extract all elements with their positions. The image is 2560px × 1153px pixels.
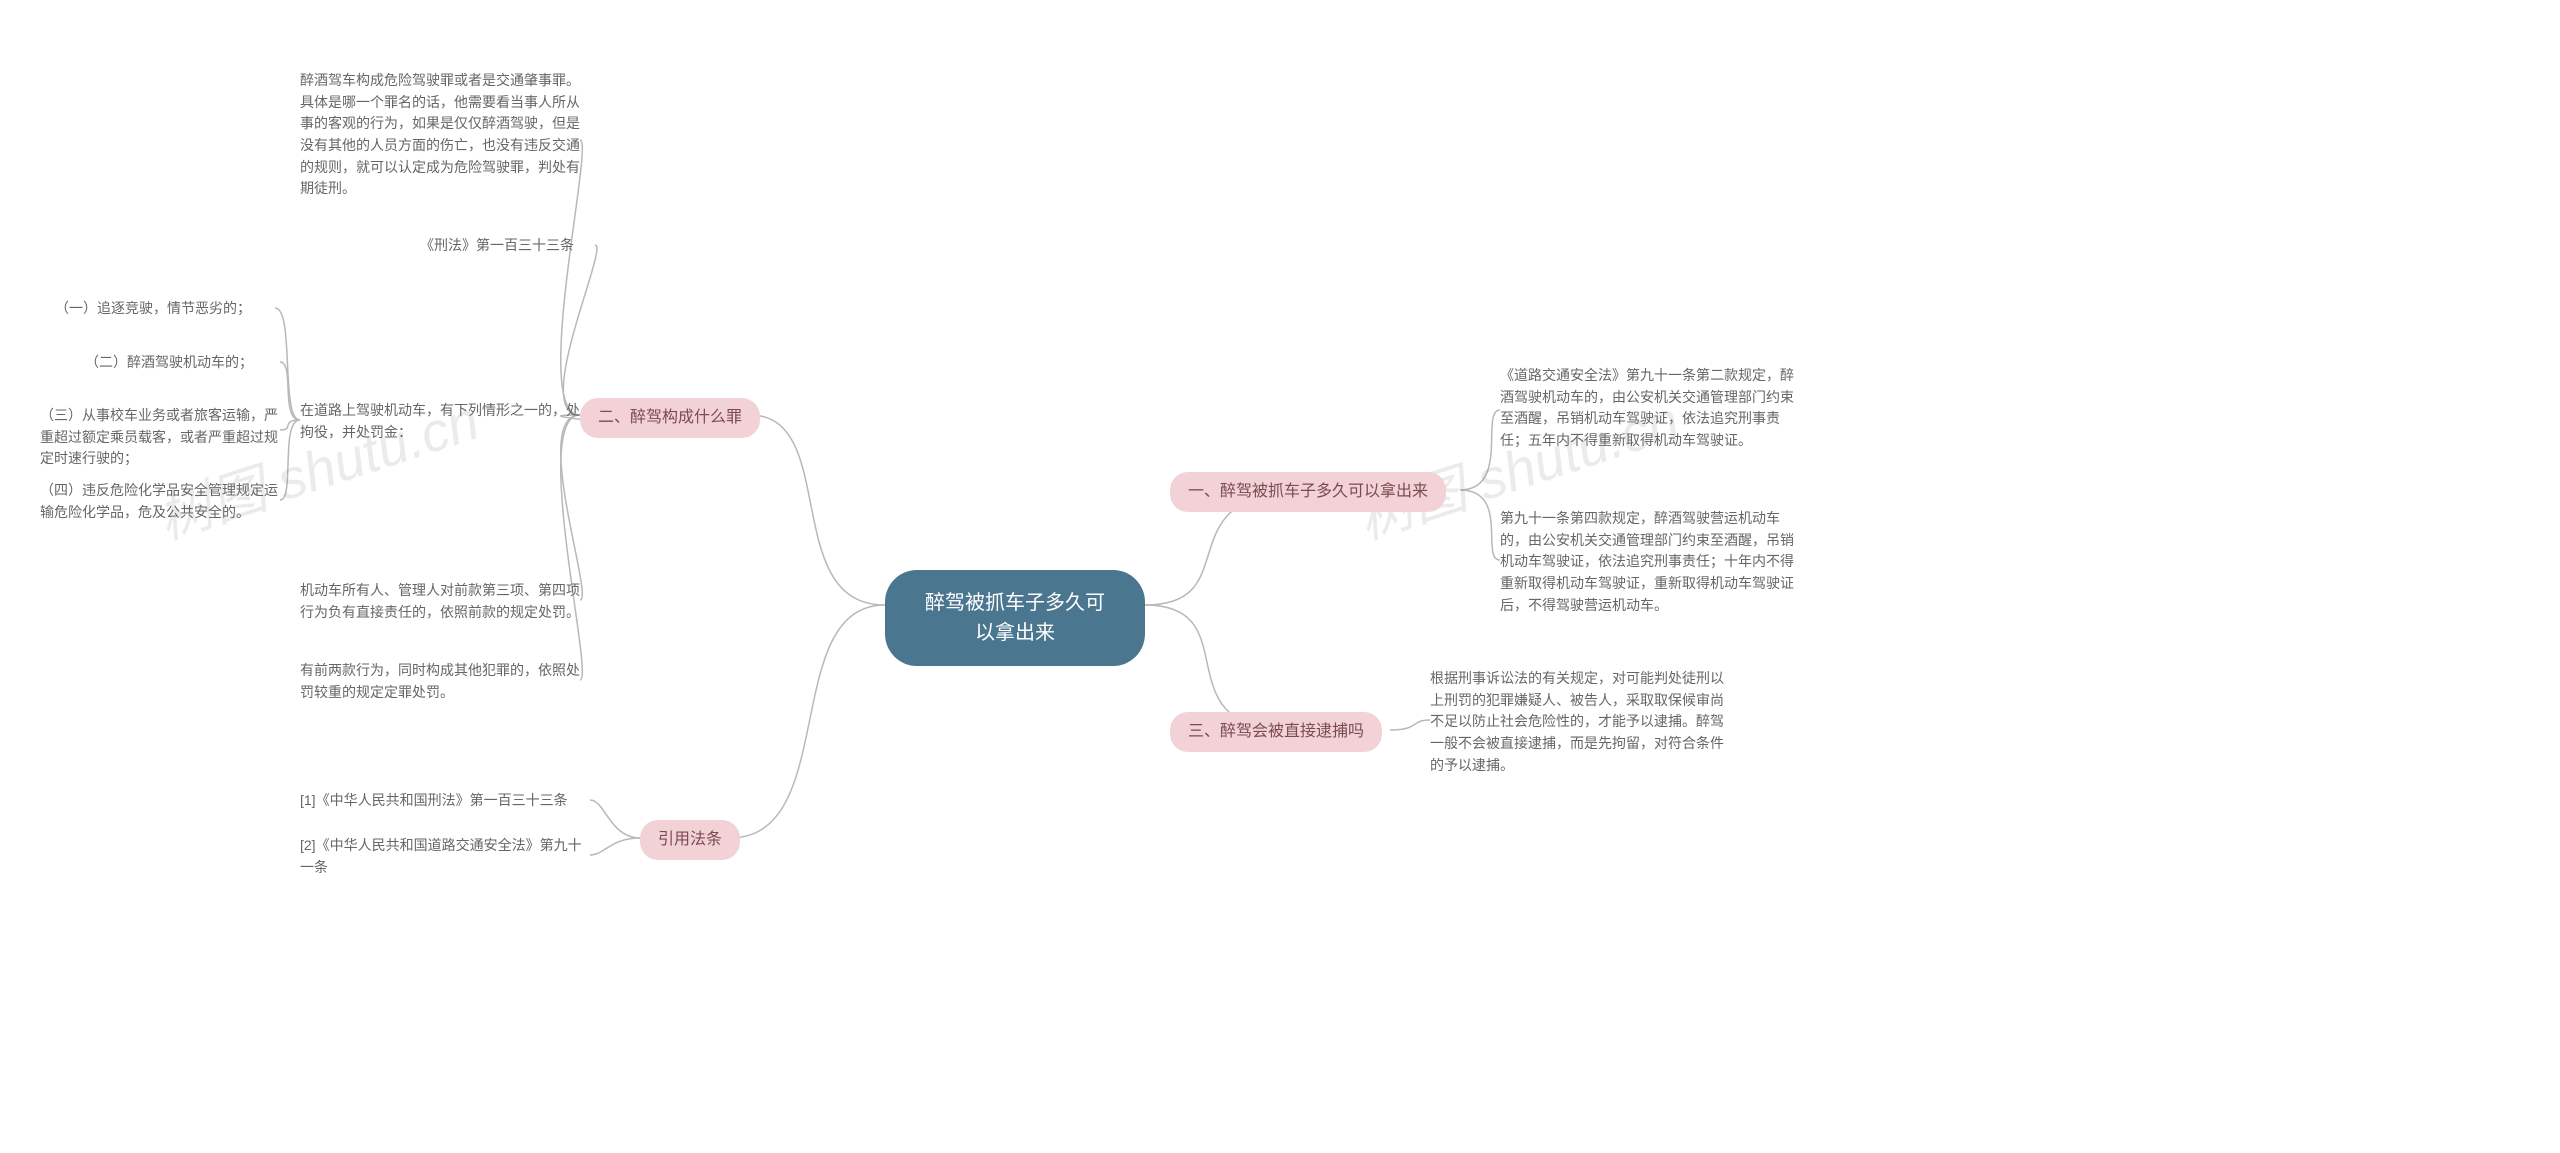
leaf-node: 有前两款行为，同时构成其他犯罪的，依照处罚较重的规定定罪处罚。 — [300, 660, 580, 703]
root-node[interactable]: 醉驾被抓车子多久可以拿出来 — [885, 570, 1145, 666]
leaf-node: （二）醉酒驾驶机动车的； — [85, 352, 285, 374]
leaf-node: 《刑法》第一百三十三条 — [420, 235, 600, 257]
leaf-node: [1]《中华人民共和国刑法》第一百三十三条 — [300, 790, 590, 812]
leaf-node: （四）违反危险化学品安全管理规定运输危险化学品，危及公共安全的。 — [40, 480, 280, 523]
leaf-node: （三）从事校车业务或者旅客运输，严重超过额定乘员载客，或者严重超过规定时速行驶的… — [40, 405, 280, 470]
leaf-node: 机动车所有人、管理人对前款第三项、第四项行为负有直接责任的，依照前款的规定处罚。 — [300, 580, 580, 623]
leaf-node: （一）追逐竞驶，情节恶劣的； — [55, 298, 275, 320]
branch-node[interactable]: 二、醉驾构成什么罪 — [580, 398, 760, 438]
branch-node[interactable]: 一、醉驾被抓车子多久可以拿出来 — [1170, 472, 1446, 512]
branch-node[interactable]: 三、醉驾会被直接逮捕吗 — [1170, 712, 1382, 752]
leaf-node: 《道路交通安全法》第九十一条第二款规定，醉酒驾驶机动车的，由公安机关交通管理部门… — [1500, 365, 1800, 452]
branch-node[interactable]: 引用法条 — [640, 820, 740, 860]
leaf-node: 根据刑事诉讼法的有关规定，对可能判处徒刑以上刑罚的犯罪嫌疑人、被告人，采取取保候… — [1430, 668, 1730, 776]
leaf-node: 醉酒驾车构成危险驾驶罪或者是交通肇事罪。具体是哪一个罪名的话，他需要看当事人所从… — [300, 70, 580, 200]
mindmap-canvas: 树图 shutu.cn 树图 shutu.cn 醉驾被抓车子多久可以拿出来 一、… — [0, 0, 2560, 1153]
leaf-node: [2]《中华人民共和国道路交通安全法》第九十一条 — [300, 835, 590, 878]
leaf-node: 第九十一条第四款规定，醉酒驾驶营运机动车的，由公安机关交通管理部门约束至酒醒，吊… — [1500, 508, 1800, 616]
leaf-node: 在道路上驾驶机动车，有下列情形之一的，处拘役，并处罚金： — [300, 400, 580, 443]
